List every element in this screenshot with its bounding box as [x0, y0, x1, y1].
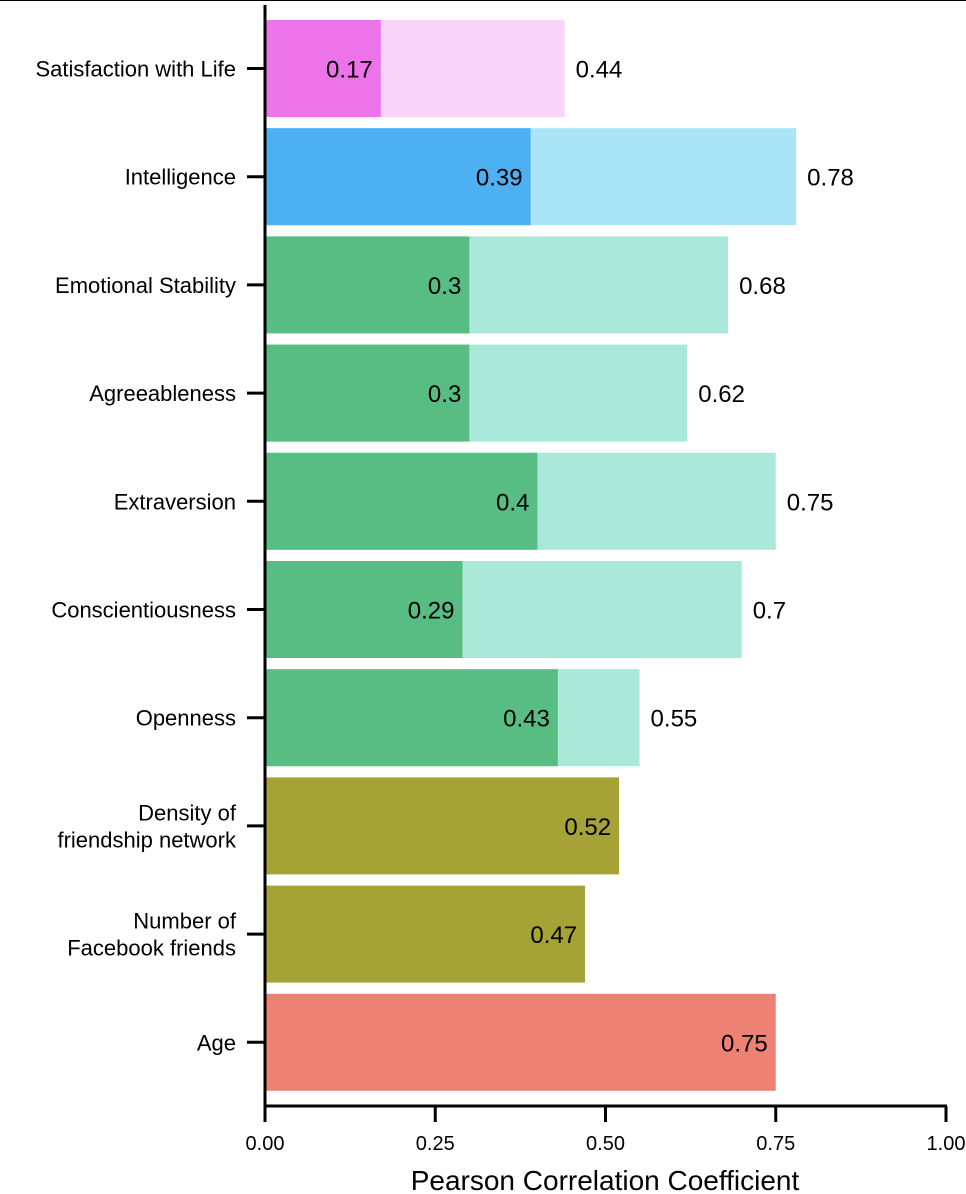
category-label: friendship network	[57, 827, 237, 852]
category-label: Facebook friends	[67, 936, 236, 961]
bar-inner	[265, 885, 586, 983]
category-label: Extraversion	[114, 489, 236, 514]
x-tick-label: 0.50	[586, 1133, 625, 1155]
bar-inner	[265, 236, 470, 334]
bar-outer-value-label: 0.44	[576, 57, 623, 84]
bar-inner-value-label: 0.17	[326, 57, 373, 84]
bar-inner-value-label: 0.29	[408, 598, 455, 625]
bar-inner-value-label: 0.39	[476, 165, 523, 192]
bar-inner-value-label: 0.52	[564, 814, 611, 841]
x-tick-label: 0.75	[756, 1133, 795, 1155]
bar-outer-value-label: 0.78	[807, 165, 854, 192]
category-label: Number of	[133, 909, 237, 934]
bar-inner-value-label: 0.47	[530, 922, 577, 949]
x-tick-label: 0.25	[416, 1133, 455, 1155]
category-label: Satisfaction with Life	[35, 57, 236, 82]
x-axis-ticks: 0.00 0.25 0.50 0.75 1.00	[246, 1106, 966, 1155]
bars-layer: 0.17 0.44 0.39 0.78 0.3 0.68 0.3 0.62 0.4 0.75 0.2…	[265, 20, 854, 1091]
bar-inner-value-label: 0.43	[503, 706, 550, 733]
bar-inner-value-label: 0.3	[428, 381, 461, 408]
bar-outer-value-label: 0.68	[739, 273, 786, 300]
bar-inner	[265, 561, 463, 658]
bar-outer-value-label: 0.7	[753, 598, 786, 625]
bar-outer-value-label: 0.55	[651, 706, 698, 733]
x-axis-title: Pearson Correlation Coefficient	[411, 1165, 800, 1194]
bar-inner	[265, 452, 538, 550]
bar-inner	[265, 344, 470, 442]
bar-inner-value-label: 0.75	[721, 1030, 768, 1057]
category-label: Agreeableness	[89, 381, 236, 406]
bar-inner	[265, 128, 531, 226]
bar-inner	[265, 20, 381, 117]
category-labels: Satisfaction with Life Intelligence Emotio…	[35, 57, 265, 1055]
category-label: Conscientiousness	[51, 598, 236, 623]
category-label: Openness	[136, 706, 236, 731]
bar-outer-value-label: 0.75	[787, 489, 834, 516]
bar-inner-value-label: 0.4	[496, 489, 529, 516]
x-tick-label: 1.00	[927, 1133, 966, 1155]
x-tick-label: 0.00	[246, 1133, 285, 1155]
bar-inner-value-label: 0.3	[428, 273, 461, 300]
bar-inner	[265, 777, 620, 875]
category-label: Emotional Stability	[55, 273, 236, 298]
bar-outer-value-label: 0.62	[698, 381, 745, 408]
bar-inner	[265, 669, 558, 767]
bar-inner	[265, 993, 776, 1091]
category-label: Intelligence	[125, 165, 236, 190]
category-label: Age	[197, 1030, 236, 1055]
category-label: Density of	[138, 800, 237, 825]
